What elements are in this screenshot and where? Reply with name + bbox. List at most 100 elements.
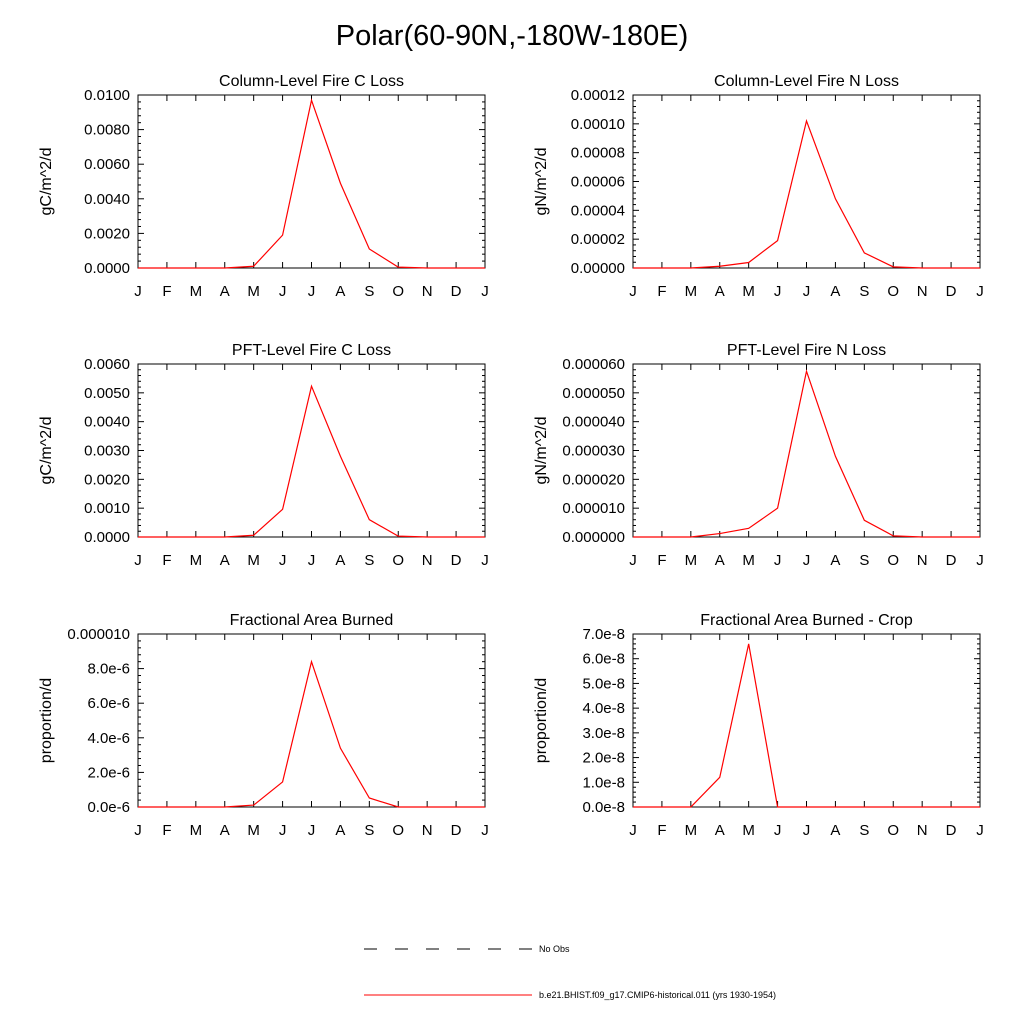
x-tick-label: F — [657, 283, 666, 300]
series-line — [633, 643, 980, 808]
y-tick-label: 5.0e-8 — [582, 675, 625, 692]
y-tick-label: 0.00012 — [571, 87, 625, 104]
y-tick-label: 0.0060 — [84, 156, 130, 173]
y-tick-label: 8.0e-6 — [87, 661, 130, 678]
x-tick-label: D — [451, 552, 462, 569]
x-tick-label: J — [774, 822, 782, 839]
chart-panel: PFT-Level Fire N Loss gN/m^2/d 0.000000 0.0… — [533, 342, 984, 569]
x-tick-label: N — [422, 822, 433, 839]
x-tick-label: J — [134, 552, 142, 569]
legend-label-no-obs: No Obs — [539, 944, 570, 954]
x-tick-label: J — [134, 822, 142, 839]
y-axis-label: gN/m^2/d — [533, 148, 550, 216]
y-tick-label: 0.000010 — [67, 626, 130, 643]
series-line — [138, 97, 485, 269]
y-tick-label: 0.00006 — [571, 174, 625, 191]
x-tick-label: A — [335, 822, 345, 839]
chart-title: Fractional Area Burned - Crop — [700, 612, 913, 629]
x-tick-label: A — [335, 552, 345, 569]
y-tick-label: 0.0020 — [84, 225, 130, 242]
x-tick-label: J — [803, 552, 811, 569]
x-tick-label: M — [190, 283, 203, 300]
y-axis-label: gC/m^2/d — [38, 417, 55, 485]
x-tick-label: S — [859, 283, 869, 300]
y-tick-label: 6.0e-6 — [87, 695, 130, 712]
x-tick-label: M — [685, 552, 698, 569]
y-tick-label: 0.0080 — [84, 122, 130, 139]
y-axis-label: proportion/d — [533, 678, 550, 763]
plot-frame — [137, 94, 486, 269]
y-tick-label: 0.00010 — [571, 116, 625, 133]
y-axis-label: gN/m^2/d — [533, 417, 550, 485]
y-tick-label: 0.0e-8 — [582, 799, 625, 816]
y-tick-label: 0.0040 — [84, 191, 130, 208]
y-axis-label: proportion/d — [38, 678, 55, 763]
x-tick-label: F — [162, 822, 171, 839]
y-axis-label: gC/m^2/d — [38, 148, 55, 216]
x-tick-label: N — [422, 552, 433, 569]
y-tick-label: 0.00000 — [571, 260, 625, 277]
x-tick-label: M — [247, 552, 260, 569]
x-tick-label: J — [279, 822, 287, 839]
legend-label-model: b.e21.BHIST.f09_g17.CMIP6-historical.011… — [539, 990, 776, 1000]
y-tick-label: 0.00004 — [571, 202, 625, 219]
x-tick-label: S — [364, 822, 374, 839]
x-tick-label: A — [830, 822, 840, 839]
x-tick-label: J — [976, 552, 984, 569]
y-tick-label: 2.0e-8 — [582, 750, 625, 767]
y-tick-label: 0.0060 — [84, 356, 130, 373]
plot-frame — [632, 363, 981, 538]
x-tick-label: N — [422, 283, 433, 300]
y-tick-label: 6.0e-8 — [582, 651, 625, 668]
y-tick-label: 0.0010 — [84, 500, 130, 517]
series-line — [633, 118, 980, 269]
y-tick-label: 0.000010 — [562, 500, 625, 517]
y-tick-label: 0.000030 — [562, 443, 625, 460]
x-tick-label: D — [451, 283, 462, 300]
x-tick-label: J — [629, 822, 637, 839]
plot-frame — [137, 363, 486, 538]
x-tick-label: N — [917, 552, 928, 569]
x-tick-label: M — [742, 552, 755, 569]
legend: No Obs b.e21.BHIST.f09_g17.CMIP6-histori… — [364, 944, 776, 1000]
chart-title: PFT-Level Fire C Loss — [232, 342, 391, 359]
x-tick-label: O — [887, 283, 899, 300]
x-tick-label: M — [742, 822, 755, 839]
plot-frame — [632, 633, 981, 808]
x-tick-label: M — [742, 283, 755, 300]
x-tick-label: J — [774, 283, 782, 300]
x-tick-label: D — [946, 822, 957, 839]
x-tick-label: A — [830, 283, 840, 300]
x-tick-label: A — [220, 552, 230, 569]
series-line — [138, 659, 485, 808]
x-tick-label: A — [715, 283, 725, 300]
y-tick-label: 0.000020 — [562, 471, 625, 488]
x-tick-label: D — [946, 552, 957, 569]
x-tick-label: N — [917, 283, 928, 300]
y-tick-label: 0.0020 — [84, 471, 130, 488]
y-tick-label: 0.0030 — [84, 443, 130, 460]
y-tick-label: 7.0e-8 — [582, 626, 625, 643]
x-tick-label: J — [976, 283, 984, 300]
chart-title: Column-Level Fire N Loss — [714, 73, 899, 90]
x-tick-label: O — [392, 552, 404, 569]
y-tick-label: 0.0000 — [84, 529, 130, 546]
x-tick-label: O — [392, 822, 404, 839]
y-tick-label: 4.0e-8 — [582, 700, 625, 717]
x-tick-label: A — [220, 822, 230, 839]
y-tick-label: 0.0100 — [84, 87, 130, 104]
series-line — [138, 384, 485, 538]
page-title: Polar(60-90N,-180W-180E) — [335, 20, 689, 52]
x-tick-label: F — [162, 283, 171, 300]
y-tick-label: 0.000050 — [562, 385, 625, 402]
x-tick-label: A — [830, 552, 840, 569]
x-tick-label: A — [220, 283, 230, 300]
x-tick-label: A — [715, 552, 725, 569]
x-tick-label: M — [247, 283, 260, 300]
y-tick-label: 0.000040 — [562, 414, 625, 431]
x-tick-label: J — [134, 283, 142, 300]
x-tick-label: J — [774, 552, 782, 569]
x-tick-label: S — [859, 552, 869, 569]
x-tick-label: M — [190, 822, 203, 839]
